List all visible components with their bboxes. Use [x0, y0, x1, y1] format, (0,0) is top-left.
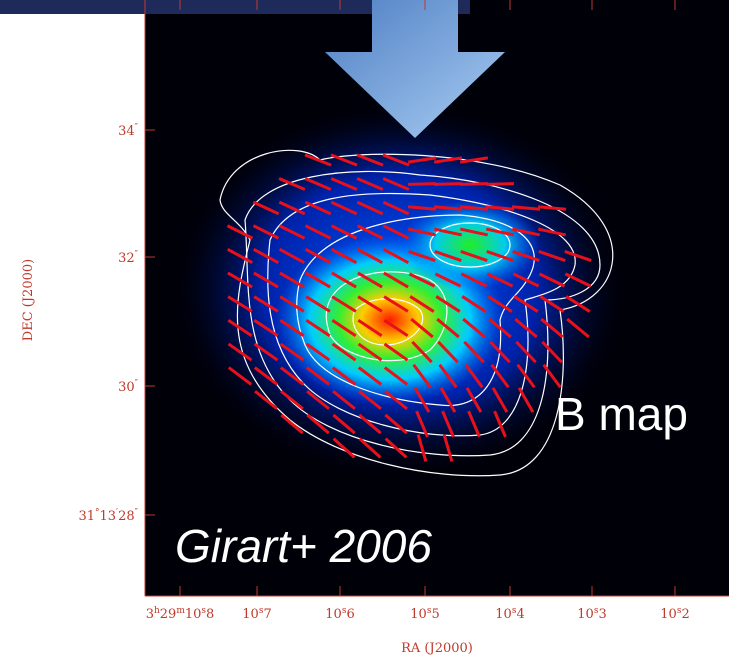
tick-label-part: ″: [135, 250, 139, 260]
tick-label-part: 34: [118, 124, 135, 139]
tick-label: 10s7: [242, 606, 271, 622]
tick-label-part: 10: [242, 607, 259, 622]
tick-label: 32″: [118, 250, 139, 266]
tick-label-part: 28: [118, 509, 135, 524]
slide: DEC (J2000) RA (J2000) Girart+ 2006 B ma…: [0, 0, 729, 664]
tick-label: 10s3: [577, 606, 606, 622]
tick-label: 10s5: [410, 606, 439, 622]
vector: [486, 184, 514, 185]
tick-label-part: 10: [185, 607, 202, 622]
tick-label: 3h29m10s8: [146, 606, 215, 622]
tick-label-part: 2: [681, 607, 689, 622]
citation: Girart+ 2006: [175, 520, 432, 572]
vector: [434, 184, 462, 185]
vector: [460, 184, 488, 185]
tick-label: 31°13′28″: [78, 508, 138, 524]
tick-label-part: 6: [346, 607, 354, 622]
tick-label-part: 10: [660, 607, 677, 622]
tick-label-part: 5: [431, 607, 439, 622]
tick-label-part: ″: [135, 123, 139, 133]
tick-label-part: 10: [577, 607, 594, 622]
tick-label-part: 30: [118, 380, 135, 395]
vector: [408, 184, 436, 185]
tick-label-part: 31: [78, 509, 95, 524]
tick-label-part: ″: [135, 379, 139, 389]
tick-label-part: 29: [160, 607, 177, 622]
tick-label: 30″: [118, 379, 139, 395]
tick-label-part: 3: [598, 607, 606, 622]
tick-label-part: 8: [206, 607, 214, 622]
tick-label-part: 3: [146, 607, 154, 622]
tick-label-part: 32: [118, 251, 135, 266]
tick-label: 10s4: [495, 606, 524, 622]
map-label: B map: [555, 388, 688, 440]
tick-label-part: 10: [325, 607, 342, 622]
y-axis-label: DEC (J2000): [21, 259, 36, 341]
tick-label: 10s2: [660, 606, 689, 622]
tick-label-part: 10: [410, 607, 427, 622]
tick-label-part: 4: [516, 607, 524, 622]
tick-label-part: ″: [135, 508, 139, 518]
x-axis-label: RA (J2000): [401, 641, 473, 656]
tick-label-part: 10: [495, 607, 512, 622]
tick-label: 10s6: [325, 606, 354, 622]
tick-label-part: 13: [99, 509, 116, 524]
tick-label: 34″: [118, 123, 139, 139]
tick-label-part: 7: [263, 607, 271, 622]
